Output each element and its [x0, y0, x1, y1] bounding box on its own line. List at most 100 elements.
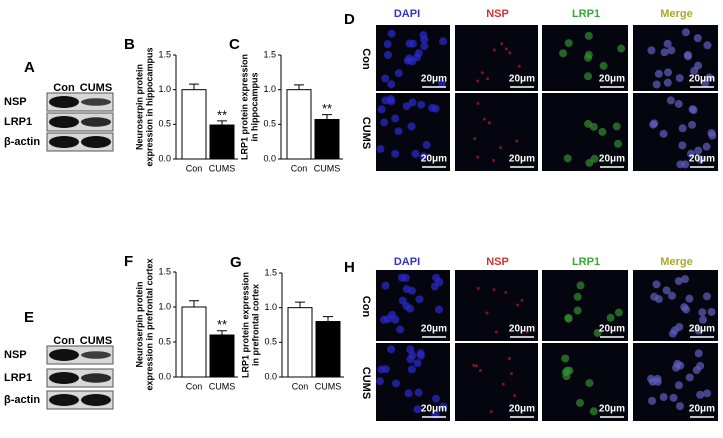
y-tick-label: 0.0 — [263, 153, 276, 163]
row-label: Con — [360, 48, 372, 70]
cell — [516, 303, 520, 307]
y-axis-label: Neuroserpin protein — [134, 281, 144, 367]
cell — [696, 155, 705, 164]
blot-band — [49, 116, 79, 128]
cell — [408, 98, 417, 107]
image-tile — [542, 93, 628, 171]
cell — [476, 286, 480, 290]
error-bar — [294, 84, 304, 90]
cell — [402, 285, 411, 294]
panel-label: H — [344, 259, 355, 276]
panel-label: E — [24, 309, 34, 326]
cell — [387, 29, 396, 38]
cell — [684, 52, 693, 61]
cell — [659, 129, 668, 138]
cell — [680, 303, 689, 312]
scale-label: 20μm — [689, 74, 715, 85]
cell — [411, 149, 420, 158]
y-axis-label: Neuroserpin protein — [134, 64, 144, 150]
cell — [559, 49, 568, 58]
cell — [392, 379, 401, 388]
bar — [209, 124, 235, 160]
image-tile — [455, 343, 538, 421]
blot-column: CUMS — [80, 335, 112, 347]
cell — [584, 50, 593, 59]
y-axis-label: expression in hippocampus — [144, 47, 154, 166]
scale-label: 20μm — [599, 404, 625, 415]
blot-band — [81, 351, 111, 359]
cell — [402, 102, 411, 111]
error-bar — [189, 300, 199, 307]
y-tick-label: 0.5 — [158, 336, 171, 346]
blot-column: Con — [53, 82, 75, 94]
cell — [703, 41, 712, 50]
row-label: Con — [360, 296, 372, 318]
blot-band — [49, 349, 79, 361]
bar — [314, 118, 340, 160]
channel-label: LRP1 — [572, 256, 600, 268]
cell — [406, 304, 415, 313]
cell — [439, 402, 448, 411]
cell — [419, 152, 428, 161]
image-tile — [455, 25, 538, 91]
cell — [422, 141, 431, 150]
cell — [486, 77, 490, 81]
cell — [675, 322, 684, 331]
cell — [404, 389, 413, 398]
scale-label: 20μm — [509, 324, 535, 335]
cell — [693, 34, 702, 43]
cell — [584, 72, 593, 81]
cell — [576, 281, 585, 290]
bar — [181, 89, 207, 160]
cell — [707, 307, 716, 316]
blot-band — [81, 136, 111, 148]
cell — [696, 390, 705, 399]
blot-band — [81, 373, 111, 383]
cell — [383, 50, 392, 59]
blot-row: NSP — [4, 96, 27, 108]
error-bar — [217, 330, 227, 335]
cell — [394, 127, 403, 136]
blot-band — [81, 98, 111, 106]
cell — [674, 99, 683, 108]
x-tick-label: CUMS — [315, 381, 342, 391]
panel-label: C — [229, 36, 240, 53]
y-tick-label: 0.0 — [264, 371, 277, 381]
cell — [387, 345, 396, 354]
error-bar — [189, 83, 199, 90]
cell — [403, 56, 412, 65]
cell — [692, 366, 701, 375]
cell — [666, 96, 675, 105]
cell — [437, 79, 446, 88]
blot-band — [49, 372, 79, 384]
image-tile — [455, 270, 538, 341]
channel-label: Merge — [660, 256, 692, 268]
error-bar — [323, 316, 333, 322]
cell — [676, 160, 685, 169]
x-tick-label: Con — [186, 163, 203, 173]
cell — [669, 393, 678, 402]
bar — [315, 321, 341, 378]
y-tick-label: 1.0 — [264, 302, 277, 312]
channel-label: NSP — [486, 8, 509, 20]
cell — [652, 80, 661, 89]
cell — [654, 69, 663, 78]
cell — [485, 311, 489, 315]
cell — [663, 78, 672, 87]
blot-row: NSP — [4, 349, 27, 361]
y-tick-label: 0.0 — [158, 371, 171, 381]
cell — [420, 42, 429, 51]
cell — [386, 95, 395, 104]
cell — [417, 100, 426, 109]
x-tick-label: CUMS — [209, 163, 236, 173]
cell — [396, 325, 405, 334]
bar — [209, 334, 235, 378]
y-tick-label: 1.5 — [158, 266, 171, 276]
cell — [589, 122, 598, 131]
y-axis-label: expression in prefrontal cortex — [144, 258, 154, 390]
cell — [415, 295, 424, 304]
cell — [694, 146, 703, 155]
cell — [648, 396, 657, 405]
cell — [668, 291, 677, 300]
